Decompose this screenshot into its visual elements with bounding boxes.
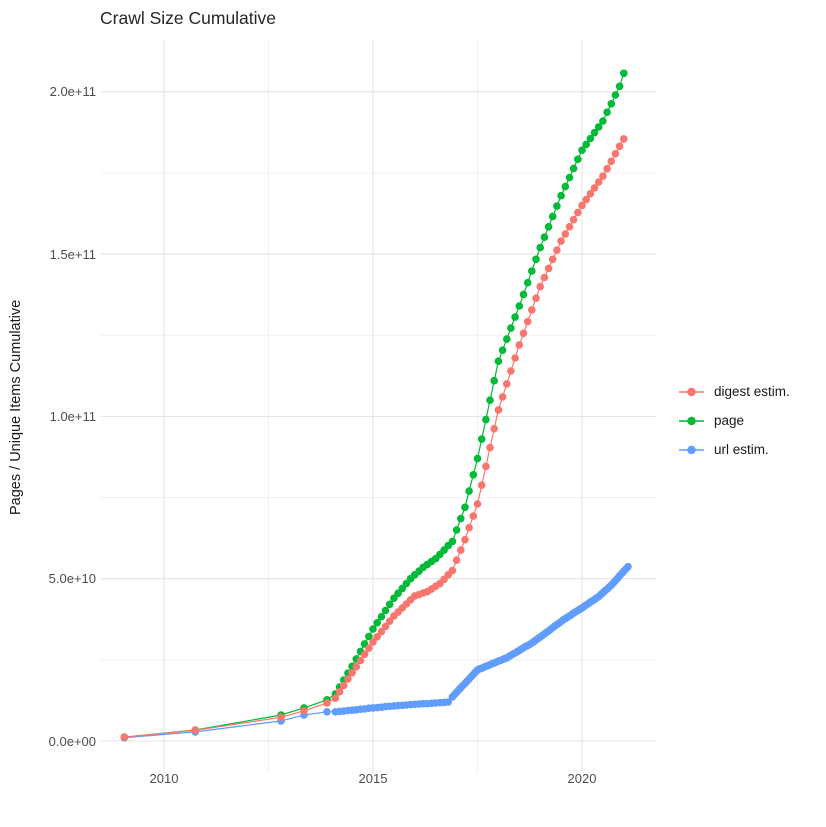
x-tick-label: 2015 [358, 771, 388, 786]
legend-item-digest-estim: digest estim. [678, 377, 790, 406]
gridlines-minor [101, 40, 656, 773]
legend-item-url-estim: url estim. [678, 435, 790, 464]
y-tick-label: 1.0e+11 [49, 408, 96, 424]
legend-label: page [714, 413, 745, 428]
legend-label: digest estim. [714, 384, 790, 399]
y-tick-label: 0.0e+00 [48, 733, 96, 749]
y-tick-label: 5.0e+10 [48, 571, 96, 587]
legend-item-page: page [678, 406, 790, 435]
x-tick-label: 2020 [567, 771, 597, 786]
x-tick-label: 2010 [149, 771, 179, 786]
legend-key-icon [679, 445, 704, 454]
series-digest-estim [120, 135, 628, 741]
legend-label: url estim. [714, 442, 769, 457]
gridlines-major [101, 40, 656, 773]
series-url-estim [120, 562, 632, 742]
y-tick-label: 2.0e+11 [49, 84, 96, 100]
legend-key-icon [679, 416, 704, 425]
y-tick-label: 1.5e+11 [49, 246, 96, 262]
chart-title: Crawl Size Cumulative [100, 8, 277, 28]
legend: digest estim. page url estim. [678, 377, 790, 464]
legend-key-icon [679, 387, 704, 396]
